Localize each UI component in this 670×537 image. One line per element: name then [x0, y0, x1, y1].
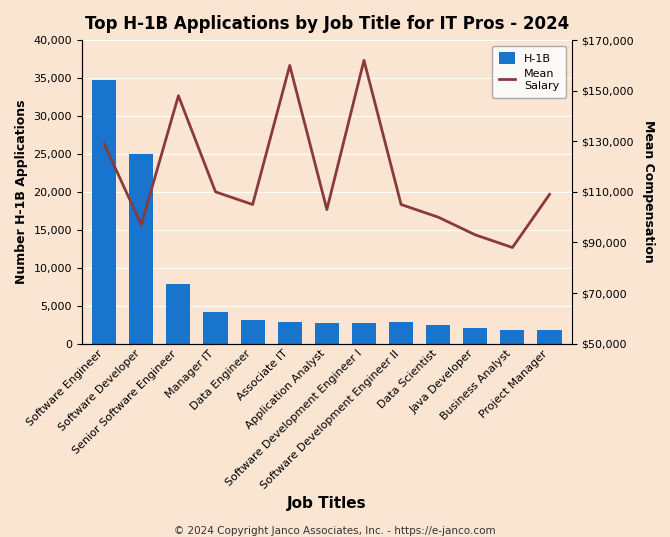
Text: © 2024 Copyright Janco Associates, Inc. - https://e-janco.com: © 2024 Copyright Janco Associates, Inc. … — [174, 526, 496, 536]
Bar — [166, 285, 190, 344]
Bar — [129, 154, 153, 344]
Bar — [241, 320, 265, 344]
Bar — [537, 330, 561, 344]
Y-axis label: Number H-1B Applications: Number H-1B Applications — [15, 100, 28, 284]
X-axis label: Job Titles: Job Titles — [287, 496, 366, 511]
Bar — [463, 329, 487, 344]
Bar — [352, 323, 376, 344]
Bar — [389, 322, 413, 344]
Y-axis label: Mean Compensation: Mean Compensation — [642, 120, 655, 263]
Bar — [426, 325, 450, 344]
Title: Top H-1B Applications by Job Title for IT Pros - 2024: Top H-1B Applications by Job Title for I… — [84, 15, 569, 33]
Bar — [315, 323, 339, 344]
Legend: H-1B, Mean
Salary: H-1B, Mean Salary — [492, 46, 566, 98]
Bar — [204, 312, 228, 344]
Bar — [500, 330, 525, 344]
Bar — [277, 322, 302, 344]
Bar — [92, 81, 116, 344]
